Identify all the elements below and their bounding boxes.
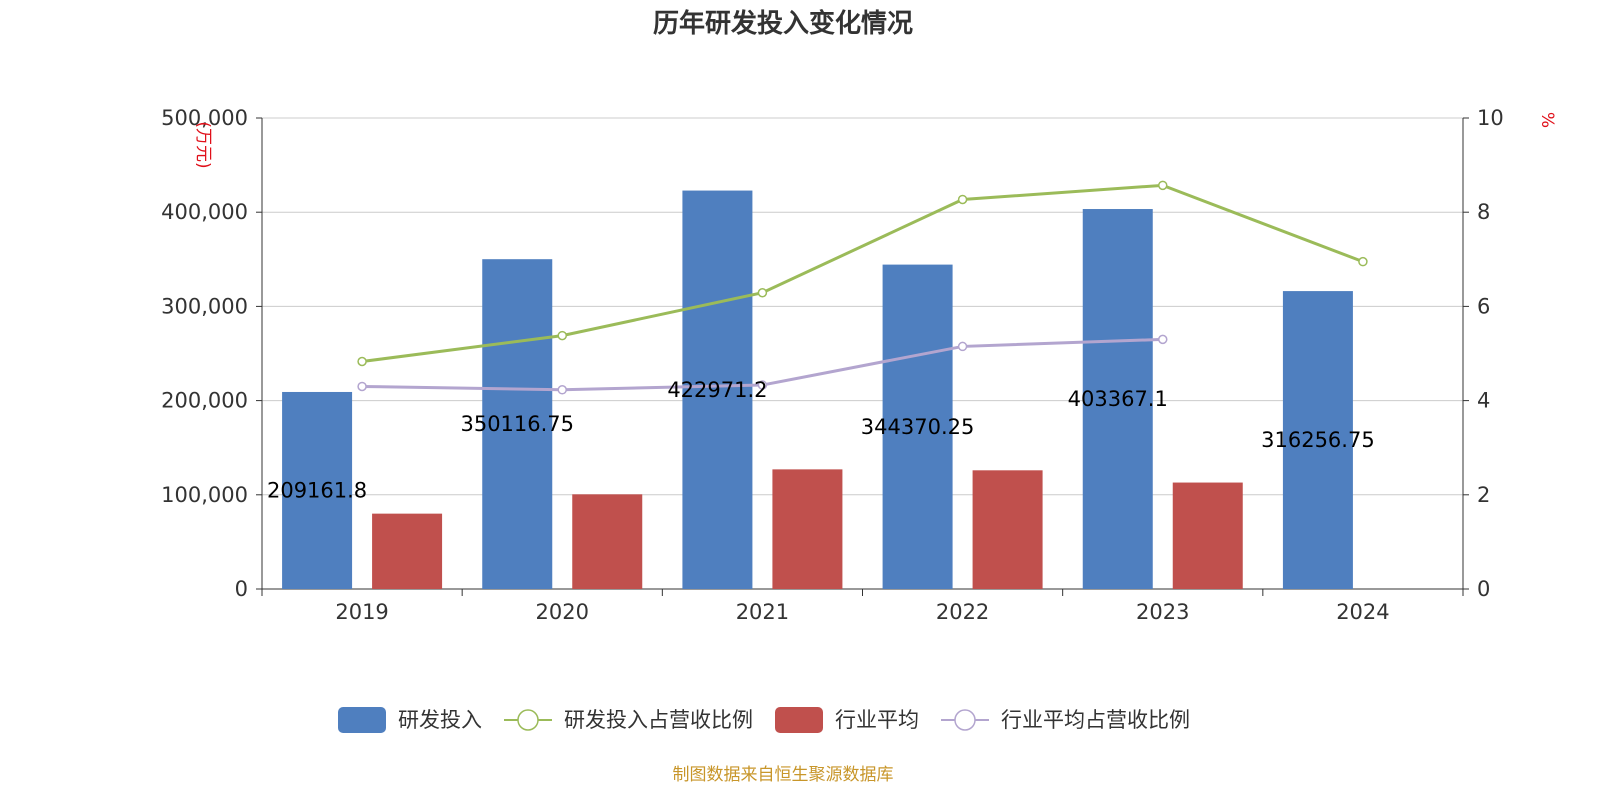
- left-tick-label: 400,000: [161, 200, 248, 224]
- right-tick-label: 2: [1477, 483, 1490, 507]
- line-point: [1158, 334, 1168, 345]
- bar-data-label: 316256.75: [1261, 428, 1375, 452]
- bar: [882, 264, 953, 589]
- bar: [772, 469, 843, 589]
- left-axis-unit: (万元): [193, 121, 213, 168]
- chart-title: 历年研发投入变化情况: [653, 8, 913, 39]
- legend-swatch: [775, 707, 823, 733]
- line-point: [557, 330, 567, 341]
- line-point: [957, 341, 968, 352]
- right-tick-label: 0: [1477, 577, 1490, 601]
- left-tick-label: 300,000: [161, 294, 248, 318]
- bar: [972, 470, 1043, 589]
- grid-lines: [262, 117, 1463, 496]
- source-note: 制图数据来自恒生聚源数据库: [673, 765, 894, 785]
- legend-label: 研发投入占营收比例: [564, 708, 753, 732]
- bar-data-label: 422971.2: [667, 378, 767, 402]
- series-line: [361, 183, 1364, 363]
- bar: [1082, 209, 1153, 589]
- bar-data-label: 350116.75: [460, 412, 574, 436]
- bar: [572, 494, 643, 589]
- line-point: [1158, 180, 1168, 191]
- x-tick-label: 2022: [936, 600, 989, 624]
- line-point: [357, 381, 367, 392]
- right-tick-label: 8: [1477, 200, 1490, 224]
- right-axis: 0 2 4 6 8 10: [1462, 106, 1504, 601]
- bar: [682, 190, 753, 589]
- bar: [282, 391, 353, 589]
- legend-swatch-point: [517, 709, 539, 731]
- legend-label: 行业平均: [835, 708, 919, 732]
- data-labels: 209161.8 350116.75 422971.2 344370.25 403367…: [267, 378, 1375, 503]
- left-tick-label: 200,000: [161, 389, 248, 413]
- right-tick-label: 4: [1477, 389, 1490, 413]
- legend-item: 行业平均: [775, 707, 919, 733]
- line-point: [757, 380, 768, 390]
- legend: 研发投入 研发投入占营收比例 行业平均 行业平均占营收比例: [338, 707, 1190, 733]
- bar: [1172, 482, 1243, 589]
- line-point: [757, 287, 768, 298]
- line-point: [357, 356, 367, 367]
- bar: [372, 513, 443, 589]
- bars: [282, 190, 1353, 589]
- bar: [482, 259, 553, 589]
- left-tick-label: 500,000: [161, 106, 248, 130]
- right-tick-label: 6: [1477, 294, 1490, 318]
- x-tick-label: 2020: [536, 600, 589, 624]
- legend-item: 研发投入占营收比例: [504, 708, 753, 732]
- right-axis-unit: %: [1537, 112, 1557, 128]
- legend-label: 研发投入: [398, 708, 482, 732]
- legend-swatch: [338, 707, 386, 733]
- x-tick-label: 2019: [335, 600, 388, 624]
- left-axis: 0 100,000 200,000 300,000 400,000 500,000: [161, 106, 263, 601]
- bar-data-label: 209161.8: [267, 478, 367, 502]
- line-point: [557, 385, 567, 395]
- bar-data-label: 344370.25: [861, 415, 975, 439]
- legend-swatch-point: [954, 709, 976, 731]
- legend-label: 行业平均占营收比例: [1001, 708, 1190, 732]
- legend-item: 研发投入: [338, 707, 482, 733]
- x-axis: 2019 2020 2021 2022 2023 2024: [261, 588, 1464, 624]
- right-tick-label: 10: [1477, 106, 1504, 130]
- x-tick-label: 2021: [736, 600, 789, 624]
- x-tick-label: 2023: [1136, 600, 1189, 624]
- line-point: [957, 194, 968, 205]
- left-tick-label: 0: [235, 577, 248, 601]
- x-tick-label: 2024: [1336, 600, 1389, 624]
- bar: [1282, 291, 1353, 589]
- line-point: [1358, 256, 1368, 267]
- lines: [357, 180, 1368, 395]
- left-tick-label: 100,000: [161, 483, 248, 507]
- bar-data-label: 403367.1: [1068, 387, 1168, 411]
- legend-item: 行业平均占营收比例: [941, 708, 1190, 732]
